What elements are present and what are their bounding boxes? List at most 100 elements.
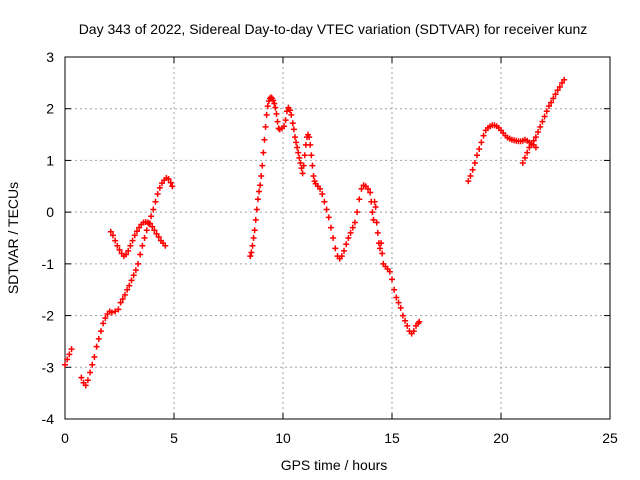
data-point <box>309 162 316 169</box>
data-point <box>68 346 75 353</box>
data-point <box>112 308 119 315</box>
data-point <box>467 172 474 179</box>
data-point <box>395 299 402 306</box>
data-point <box>369 209 376 216</box>
data-point <box>125 247 132 254</box>
data-point <box>130 272 137 279</box>
data-point <box>393 294 400 301</box>
data-point <box>62 361 68 368</box>
data-point <box>559 79 566 86</box>
x-tick-label: 20 <box>493 430 509 446</box>
data-point <box>319 191 326 198</box>
data-point <box>135 260 142 267</box>
y-tick-label: 1 <box>46 152 54 168</box>
data-point <box>91 353 98 360</box>
data-point <box>289 120 296 127</box>
data-points <box>62 76 568 389</box>
data-point <box>480 132 487 139</box>
data-point <box>260 149 267 156</box>
data-point <box>367 189 374 196</box>
data-point <box>323 206 330 213</box>
data-point <box>537 123 544 130</box>
data-point <box>543 108 550 115</box>
data-point <box>154 191 161 198</box>
data-point <box>156 184 163 191</box>
data-point <box>271 100 278 107</box>
data-point <box>389 276 395 283</box>
data-point <box>349 224 356 231</box>
data-point <box>147 220 154 227</box>
data-point <box>268 94 275 101</box>
data-point <box>379 250 386 257</box>
data-point <box>372 203 379 210</box>
data-point <box>343 241 350 248</box>
data-point <box>127 242 134 249</box>
data-point <box>478 139 485 146</box>
data-point <box>132 267 139 274</box>
data-point <box>167 179 174 186</box>
x-tick-label: 5 <box>170 430 178 446</box>
data-point <box>78 374 85 381</box>
data-point <box>548 99 555 106</box>
y-axis: -4 -3 -2 -1 0 1 2 3 <box>42 49 610 427</box>
data-point <box>532 134 539 141</box>
data-point <box>141 235 148 241</box>
data-point <box>256 188 263 195</box>
data-point <box>532 144 539 151</box>
data-point <box>519 160 526 167</box>
data-point <box>550 95 557 102</box>
data-point <box>64 356 71 363</box>
data-point <box>282 117 289 124</box>
x-axis-label: GPS time / hours <box>281 457 388 473</box>
y-axis-label: SDTVAR / TECUs <box>5 182 21 294</box>
x-tick-label: 15 <box>384 430 400 446</box>
data-point <box>263 111 270 118</box>
data-point <box>112 237 119 244</box>
data-point <box>301 152 308 159</box>
data-point <box>561 76 568 83</box>
data-point <box>528 141 535 148</box>
data-point <box>131 232 138 239</box>
data-point <box>365 185 372 192</box>
data-point <box>137 251 144 258</box>
data-point <box>264 103 271 110</box>
data-point <box>165 176 172 183</box>
data-point <box>124 286 131 293</box>
data-point <box>402 317 409 324</box>
data-point <box>554 87 561 94</box>
data-point <box>128 277 135 284</box>
data-point <box>257 182 264 189</box>
data-point <box>115 306 122 313</box>
data-point <box>291 134 298 141</box>
data-point <box>82 382 89 389</box>
data-point <box>299 170 306 177</box>
data-point <box>152 198 159 205</box>
data-point <box>97 328 104 335</box>
data-point <box>332 245 339 252</box>
data-point <box>371 198 378 205</box>
data-point <box>545 103 552 110</box>
data-point <box>386 268 393 275</box>
data-point <box>270 97 277 104</box>
data-point <box>404 322 411 329</box>
data-point <box>123 251 130 258</box>
data-point <box>95 335 102 342</box>
data-point <box>133 228 140 235</box>
data-point <box>102 315 109 322</box>
data-point <box>153 230 160 237</box>
data-point <box>273 110 280 117</box>
data-point <box>281 123 288 130</box>
data-point <box>247 253 254 260</box>
y-tick-label: -4 <box>42 411 55 427</box>
data-point <box>358 185 365 192</box>
data-point <box>297 160 304 167</box>
data-point <box>327 224 334 231</box>
data-point <box>139 242 146 249</box>
data-point <box>416 318 423 325</box>
data-point <box>397 304 404 311</box>
data-point <box>308 152 315 159</box>
data-point <box>469 166 476 173</box>
data-point <box>294 144 301 151</box>
data-point <box>248 249 255 256</box>
data-point <box>262 123 269 130</box>
